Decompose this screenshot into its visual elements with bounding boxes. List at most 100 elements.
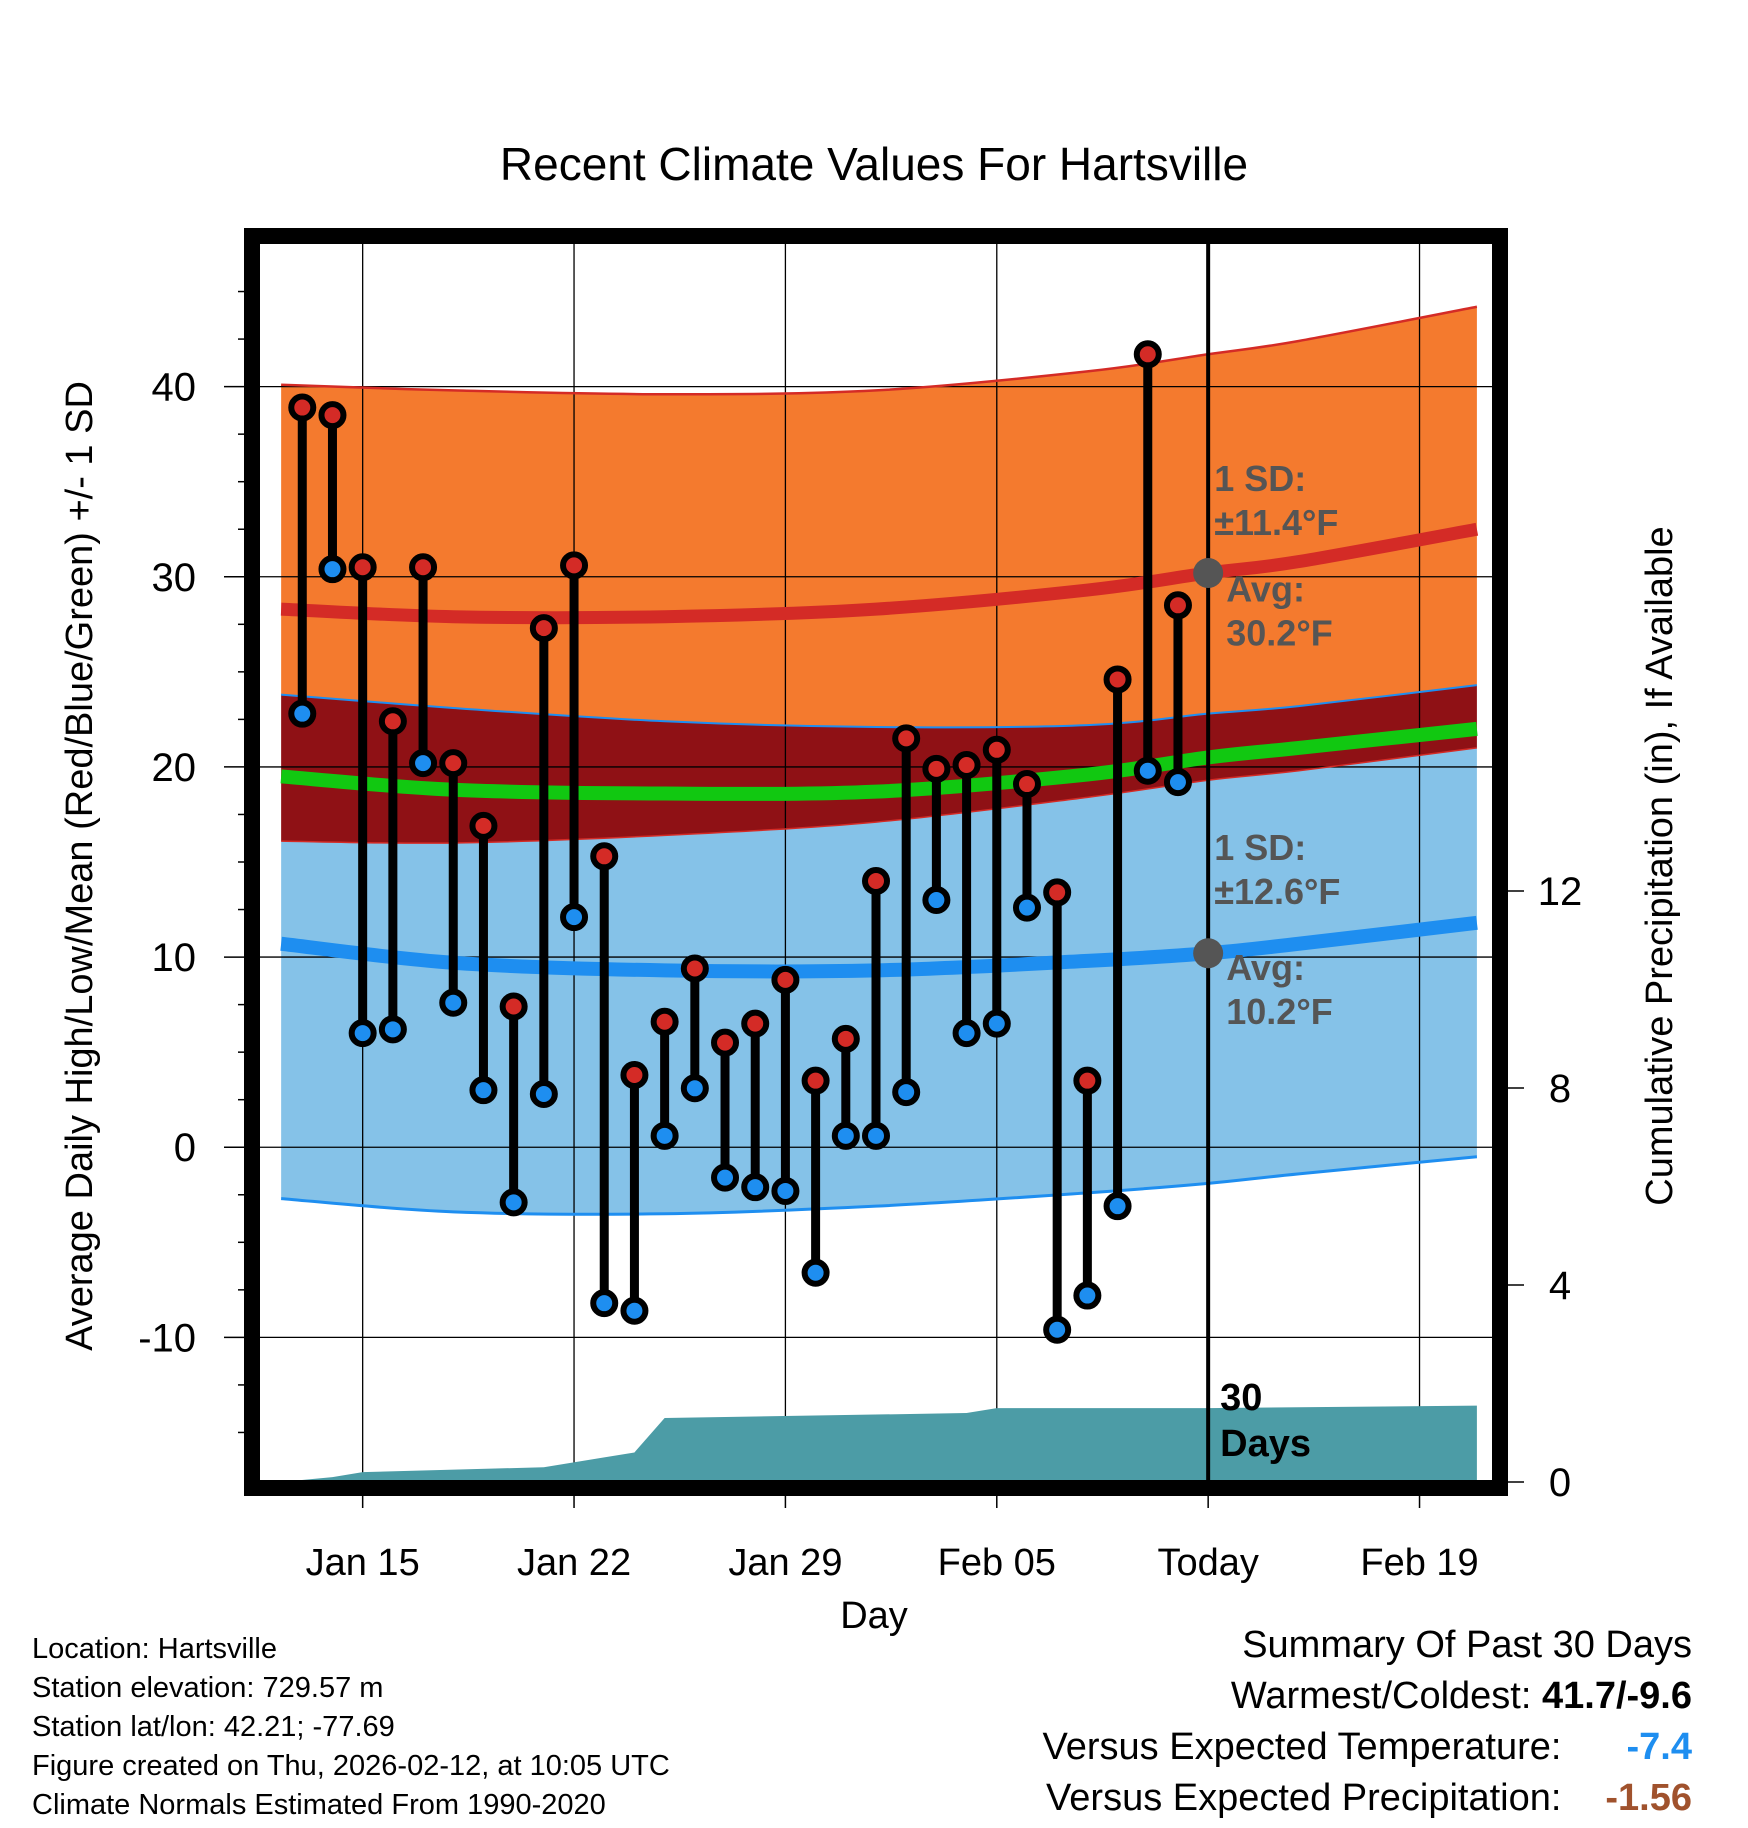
low-point [982,1009,1011,1038]
annotation-text: 1 SD: [1214,827,1306,868]
high-point [590,842,619,871]
warm-cold-value: 41.7/-9.6 [1542,1675,1692,1717]
high-point [801,1066,830,1095]
high-point [560,551,589,580]
x-tick-label: Feb 19 [1360,1542,1478,1584]
annotation-text: 1 SD: [1214,458,1306,499]
summary-panel: Summary Of Past 30 Days Warmest/Coldest:… [1043,1620,1692,1824]
low-point [620,1296,649,1325]
precip-area [301,1405,1477,1480]
low-upper-line [281,747,1477,844]
x-tick-label: Today [1157,1542,1258,1584]
low-point [499,1188,528,1217]
mean-line [280,721,1478,801]
today-window-label: Days [1220,1423,1311,1465]
high-point [741,1009,770,1038]
summary-warm-cold: Warmest/Coldest: 41.7/-9.6 [1043,1671,1692,1722]
high-point [348,553,377,582]
low-point [318,555,347,584]
y2-tick-label: 8 [1549,1067,1571,1111]
low-point [892,1078,921,1107]
temp-anomaly-value: -7.4 [1626,1726,1692,1768]
x-tick-label: Jan 15 [306,1542,420,1584]
high-point [1133,340,1162,369]
low-point [439,988,468,1017]
low-point [922,886,951,915]
high-point [620,1060,649,1089]
low-point [529,1079,558,1108]
high-point [982,735,1011,764]
y-tick-label: 40 [152,366,197,410]
precip-anomaly-value: -1.56 [1605,1777,1692,1819]
high-point [650,1007,679,1036]
low-point [590,1289,619,1318]
high-point [499,992,528,1021]
avg-point [1193,557,1224,588]
high-avg-line [280,522,1479,625]
temp-anomaly-label: Versus Expected Temperature: [1042,1726,1562,1768]
high-point [711,1028,740,1057]
x-axis-label: Day [840,1595,908,1637]
high-point [439,749,468,778]
high-point [409,553,438,582]
chart-title: Recent Climate Values For Hartsville [500,138,1248,190]
summary-precip: Versus Expected Precipitation: -1.56 [1043,1773,1692,1824]
high-point [1103,665,1132,694]
low-point [801,1258,830,1287]
high-point [952,751,981,780]
y2-axis-label: Cumulative Precipitation (in), If Availa… [1639,526,1681,1205]
annotation-text: Avg: [1226,947,1305,988]
high-point [529,614,558,643]
low-point [1043,1315,1072,1344]
latlon-text: Station lat/lon: 42.21; -77.69 [32,1711,395,1743]
y2-tick-label: 12 [1538,870,1583,914]
high-point [1073,1066,1102,1095]
x-tick-label: Feb 05 [938,1542,1056,1584]
avg-point [1193,938,1224,969]
warm-cold-label: Warmest/Coldest: [1230,1675,1532,1717]
precip-anomaly-label: Versus Expected Precipitation: [1046,1777,1562,1819]
low-point [771,1176,800,1205]
low-point [741,1173,770,1202]
low-point [1103,1192,1132,1221]
low-point [831,1121,860,1150]
today-window-label: 30 [1220,1377,1262,1419]
station-info: Location: Hartsville Station elevation: … [32,1630,670,1825]
low-point [1012,893,1041,922]
low-point [862,1121,890,1150]
annotation-text: ±12.6°F [1214,871,1340,912]
high-point [831,1024,860,1053]
y-axis-label: Average Daily High/Low/Mean (Red/Blue/Gr… [59,381,101,1351]
high-point [318,401,347,430]
annotation-text: 10.2°F [1226,991,1332,1032]
high-lower-line [281,684,1478,729]
low-point [680,1074,709,1103]
high-point [862,867,890,896]
high-point [771,965,800,994]
x-tick-label: Jan 29 [728,1542,842,1584]
high-point [288,393,317,422]
annotation-text: ±11.4°F [1214,502,1338,543]
low-point [952,1019,981,1048]
low-avg-line [280,915,1478,979]
low-point [409,749,438,778]
y-tick-label: 30 [152,556,197,600]
low-point [378,1015,407,1044]
low-point [348,1019,377,1048]
low-point [288,699,317,728]
y2-tick-label: 4 [1549,1264,1571,1308]
elevation-text: Station elevation: 729.57 m [32,1672,384,1704]
low-point [1073,1281,1102,1310]
low-point [650,1121,679,1150]
y2-tick-label: 0 [1549,1461,1571,1505]
y-tick-label: 20 [152,746,197,790]
high-point [892,724,921,753]
summary-title: Summary Of Past 30 Days [1242,1624,1692,1666]
y-tick-label: 0 [174,1126,196,1170]
created-text: Figure created on Thu, 2026-02-12, at 10… [32,1750,670,1782]
low-point [711,1163,740,1192]
high-point [378,707,407,736]
low-point [560,903,589,932]
high-point [469,811,498,840]
